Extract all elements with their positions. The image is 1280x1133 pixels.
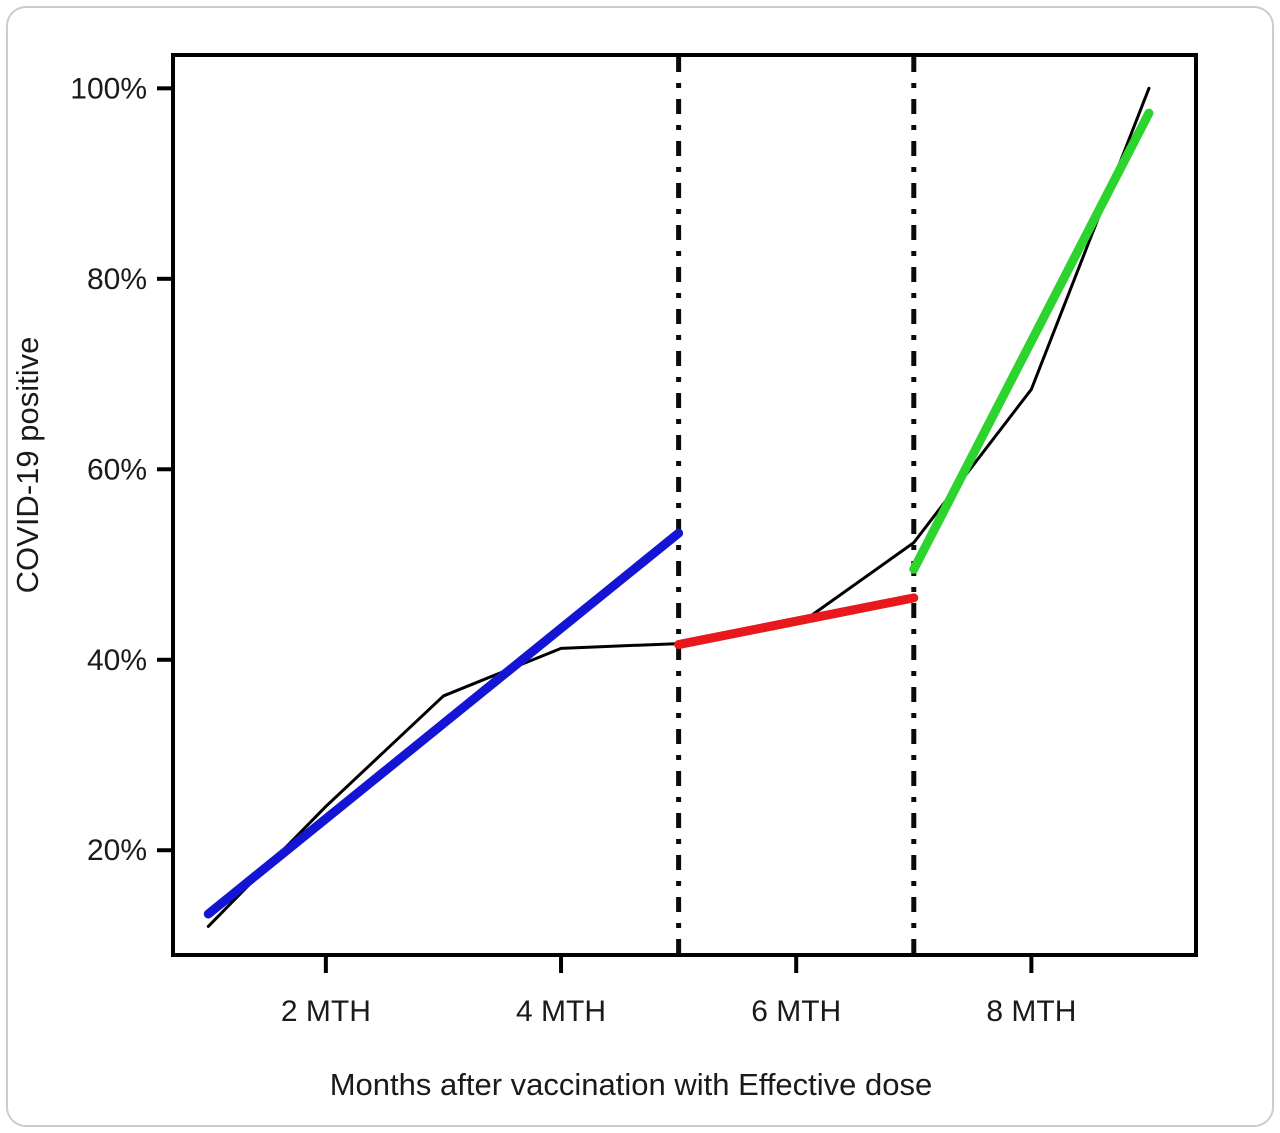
plot-border: [171, 53, 1198, 957]
axes-layer: 20% 40% 60% 80% 100% 2 MTH 4 MTH 6 MTH 8 MTH: [70, 53, 1198, 1028]
y-axis-title: COVID-19 positive: [10, 337, 45, 594]
series-layer: [203, 86, 1154, 928]
series-trend-months-7-to-9: [909, 108, 1154, 574]
y-tick-label-60: 60%: [87, 453, 147, 486]
y-tick-label-100: 100%: [70, 72, 147, 105]
series-trend-months-1-to-5: [203, 528, 684, 919]
y-tick-label-40: 40%: [87, 644, 147, 677]
x-axis-title: Months after vaccination with Effective …: [330, 1067, 933, 1102]
reference-lines-layer: [676, 57, 917, 953]
x-tick-label-8: 8 MTH: [986, 995, 1076, 1028]
series-trend-months-5-to-7: [674, 593, 919, 650]
y-tick-label-80: 80%: [87, 263, 147, 296]
y-tick-label-20: 20%: [87, 834, 147, 867]
x-tick-label-2: 2 MTH: [281, 995, 371, 1028]
x-tick-label-6: 6 MTH: [751, 995, 841, 1028]
x-tick-label-4: 4 MTH: [516, 995, 606, 1028]
